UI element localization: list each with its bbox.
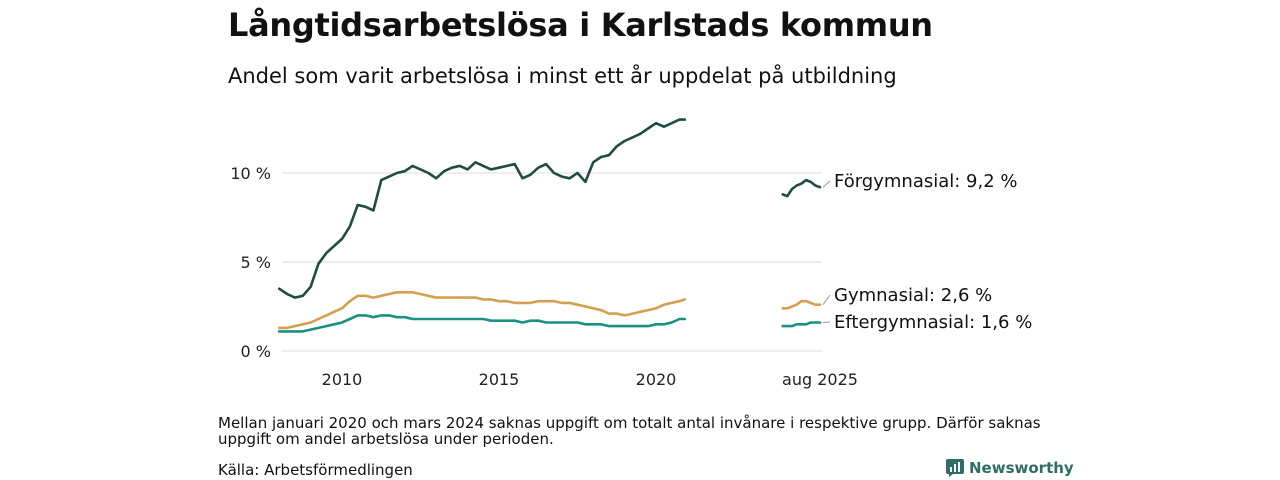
y-tick-label: 0 % (241, 342, 271, 361)
y-tick-label: 10 % (230, 164, 271, 183)
series-end-label: Förgymnasial: 9,2 % (834, 171, 1018, 192)
x-tick-label: aug 2025 (782, 370, 858, 389)
series-end-label: Gymnasial: 2,6 % (834, 285, 992, 306)
x-tick-label: 2015 (479, 370, 520, 389)
x-tick-label: 2010 (322, 370, 363, 389)
y-tick-label: 5 % (241, 253, 271, 272)
brand-logo: Newsworthy (946, 459, 1074, 477)
chart-title: Långtidsarbetslösa i Karlstads kommun (228, 6, 933, 44)
bar-chart-icon (946, 459, 964, 477)
series-line (277, 291, 687, 330)
chart-subtitle: Andel som varit arbetslösa i minst ett å… (228, 64, 897, 88)
label-leader-line (822, 294, 831, 306)
series-line (781, 299, 822, 310)
series-line (781, 178, 822, 198)
series-line (277, 118, 687, 299)
source-text: Källa: Arbetsförmedlingen (218, 461, 413, 479)
series-end-labels: Förgymnasial: 9,2 % Gymnasial: 2,6 % Efter… (822, 171, 1032, 333)
axis-ticks: 0 % 5 % 10 % 2010 2015 2020 aug 2025 (230, 164, 858, 389)
grid-lines (282, 172, 822, 352)
data-gap-note: Mellan januari 2020 och mars 2024 saknas… (218, 414, 1041, 448)
brand-name: Newsworthy (969, 459, 1074, 477)
series-end-label: Eftergymnasial: 1,6 % (834, 312, 1032, 333)
line-chart: 0 % 5 % 10 % 2010 2015 2020 aug 2025 Förgymnas… (230, 118, 1032, 389)
series-line (277, 314, 687, 333)
series-line (781, 321, 822, 328)
label-leader-line (822, 180, 831, 188)
x-tick-label: 2020 (636, 370, 677, 389)
series-lines (277, 118, 822, 333)
label-leader-line (822, 321, 831, 324)
